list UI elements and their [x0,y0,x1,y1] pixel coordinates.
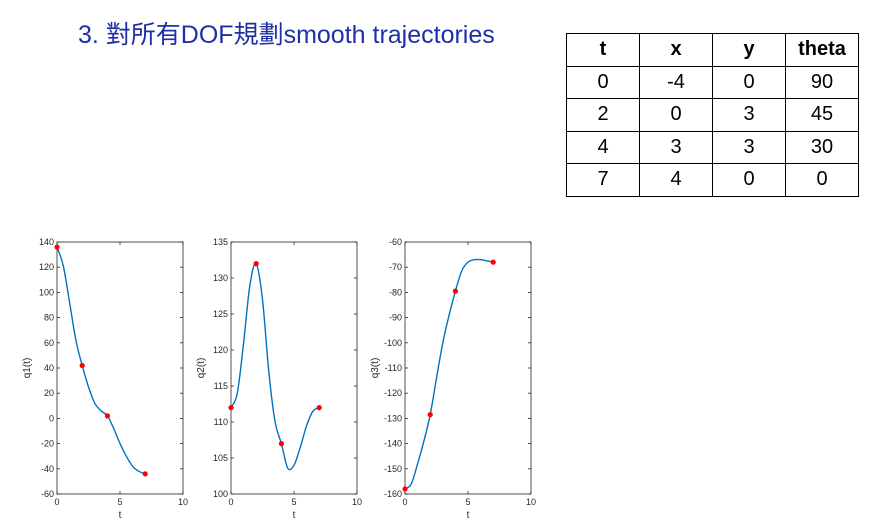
y-tick-label: -90 [389,313,402,323]
x-tick-label: 10 [526,497,536,507]
y-tick-label: -120 [384,388,402,398]
x-tick-label: 10 [352,497,362,507]
x-tick-label: 0 [228,497,233,507]
y-tick-label: 135 [213,237,228,247]
table-cell: 0 [785,163,859,197]
y-tick-label: -140 [384,439,402,449]
y-axis-label: q1(t) [22,358,33,379]
table-cell: 30 [785,130,859,164]
y-tick-label: 115 [214,381,228,391]
x-tick-label: 0 [54,497,59,507]
waypoint-table: t x y theta 0 -4 0 90 2 0 3 45 4 3 3 30 … [566,33,859,197]
x-axis-label: t [119,510,122,521]
waypoint-marker [54,244,60,250]
table-cell: 3 [712,130,786,164]
q3-plot: 0 5 10 -160 -150 -140 -130 -120 -110 -100 -90 -80 -7… [370,237,536,521]
y-tick-label: -40 [41,464,54,474]
axes-box [404,241,532,495]
header-theta: theta [785,33,859,67]
y-tick-label: -60 [389,237,402,247]
header-x: x [639,33,713,67]
y-tick-label: -100 [384,338,402,348]
waypoint-marker [316,405,322,411]
x-axis-label: t [467,510,470,521]
y-tick-label: 20 [44,388,54,398]
table-cell: 3 [712,98,786,132]
header-y: y [712,33,786,67]
y-tick-label: 140 [39,237,54,247]
table-cell: 3 [639,130,713,164]
table-cell: 45 [785,98,859,132]
axes-box [56,241,184,495]
table-row: 4 3 3 30 [566,130,859,164]
trajectory-line [56,246,146,475]
table-cell: 0 [712,65,786,99]
table-cell: -4 [639,65,713,99]
y-tick-label: -110 [385,363,402,373]
y-tick-label: -160 [384,489,402,499]
y-tick-label: 100 [39,287,54,297]
y-tick-label: -150 [384,464,402,474]
table-cell: 90 [785,65,859,99]
y-tick-label: 105 [213,453,228,463]
table-cell: 2 [566,98,640,132]
table-cell: 7 [566,163,640,197]
waypoint-marker [142,471,148,477]
y-axis-label: q3(t) [370,358,381,379]
x-axis-label: t [293,510,296,521]
y-tick-label: 120 [213,345,228,355]
waypoint-marker [79,362,85,369]
table-cell: 0 [712,163,786,197]
waypoint-marker [228,405,234,411]
trajectory-line [230,262,320,471]
header-t: t [566,33,640,67]
table-cell: 4 [566,130,640,164]
q2-plot: 0 5 10 100 105 110 115 120 125 130 135 t q2(t) [196,237,362,521]
y-tick-label: -80 [389,287,402,297]
y-tick-label: -70 [389,262,402,272]
y-tick-label: -130 [384,413,402,423]
table-row: 0 -4 0 90 [566,65,859,99]
axes-box [230,241,358,495]
waypoint-marker [104,413,110,419]
table-row: 7 4 0 0 [566,163,859,197]
y-tick-label: 60 [44,338,54,348]
waypoint-marker [402,486,408,492]
y-axis-label: q2(t) [196,358,207,379]
table-header-row: t x y theta [566,33,859,67]
waypoint-marker [253,261,259,267]
table-row: 2 0 3 45 [566,98,859,132]
y-tick-label: 80 [44,313,54,323]
y-tick-label: 125 [213,309,228,319]
x-tick-label: 5 [465,497,470,507]
x-tick-label: 5 [291,497,296,507]
x-tick-label: 10 [178,497,188,507]
x-tick-label: 0 [402,497,407,507]
y-tick-label: 100 [213,489,228,499]
q1-plot: 0 5 10 -60 -40 -20 0 20 40 60 80 100 120 140 t q1(t) [22,237,188,521]
y-tick-label: 120 [39,262,54,272]
waypoint-marker [452,288,458,294]
y-tick-label: -60 [41,489,54,499]
waypoint-marker [490,259,496,265]
slide-title: 3. 對所有DOF規劃smooth trajectories [78,21,495,49]
waypoint-marker [427,412,433,418]
trajectory-line [404,258,494,490]
y-tick-label: 130 [213,273,228,283]
y-tick-label: 110 [214,417,228,427]
table-cell: 0 [639,98,713,132]
y-tick-label: 0 [49,413,54,423]
waypoint-marker [278,441,284,447]
y-tick-label: -20 [41,439,54,449]
x-tick-label: 5 [117,497,122,507]
table-cell: 4 [639,163,713,197]
table-cell: 0 [566,65,640,99]
y-tick-label: 40 [44,363,54,373]
